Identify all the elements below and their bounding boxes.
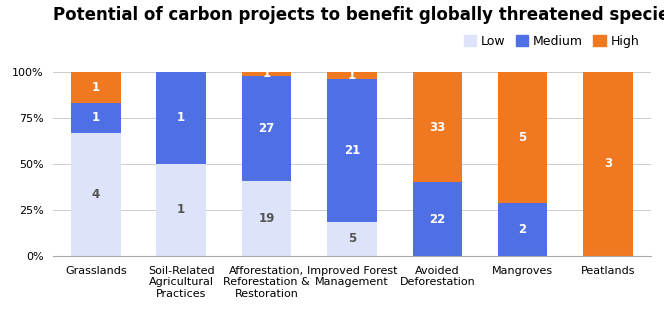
Bar <box>327 79 376 222</box>
Bar <box>583 72 633 256</box>
Text: 5: 5 <box>519 131 527 144</box>
Bar <box>157 72 206 164</box>
Text: 3: 3 <box>604 157 612 170</box>
Text: 22: 22 <box>429 213 446 226</box>
Text: 21: 21 <box>344 144 360 157</box>
Bar <box>498 203 547 256</box>
Bar <box>157 164 206 256</box>
Bar <box>242 72 291 76</box>
Bar <box>71 72 121 103</box>
Text: 1: 1 <box>348 69 356 82</box>
Bar <box>327 222 376 256</box>
Bar <box>71 133 121 256</box>
Bar <box>412 72 462 182</box>
Text: 5: 5 <box>348 232 356 245</box>
Text: 1: 1 <box>177 112 185 124</box>
Text: 33: 33 <box>429 121 446 133</box>
Text: 1: 1 <box>92 81 100 94</box>
Text: 27: 27 <box>258 122 275 135</box>
Bar <box>412 182 462 256</box>
Bar <box>498 72 547 203</box>
Legend: Low, Medium, High: Low, Medium, High <box>459 30 645 53</box>
Text: 1: 1 <box>92 112 100 124</box>
Bar <box>242 181 291 256</box>
Text: 1: 1 <box>177 203 185 216</box>
Text: 2: 2 <box>519 223 527 236</box>
Bar <box>242 76 291 181</box>
Text: 1: 1 <box>262 67 271 80</box>
Bar <box>71 103 121 133</box>
Bar <box>327 72 376 79</box>
Text: 4: 4 <box>92 188 100 201</box>
Text: 19: 19 <box>258 212 275 225</box>
Text: Potential of carbon projects to benefit globally threatened species: Potential of carbon projects to benefit … <box>53 6 664 24</box>
